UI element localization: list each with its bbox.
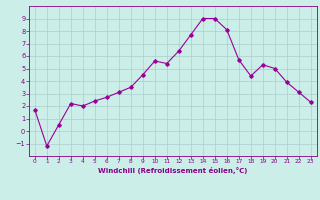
- X-axis label: Windchill (Refroidissement éolien,°C): Windchill (Refroidissement éolien,°C): [98, 167, 247, 174]
